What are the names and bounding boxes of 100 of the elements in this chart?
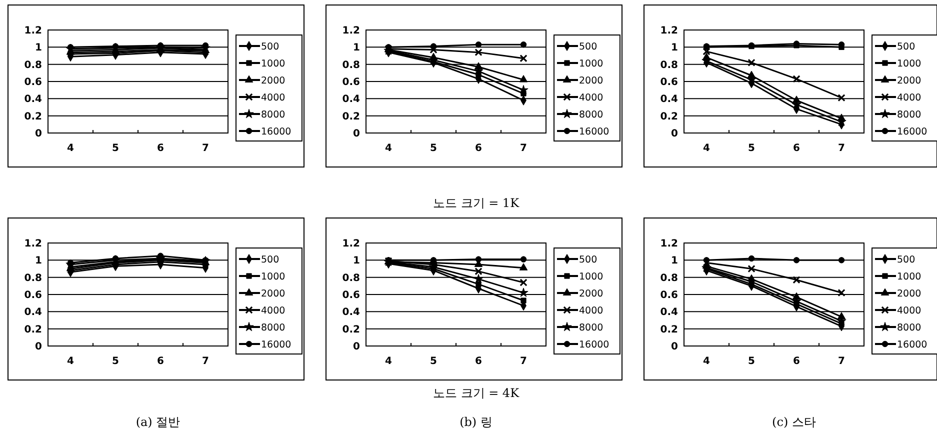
- text: 노드 크기 = 4K: [432, 386, 520, 400]
- x-tick-label: 4: [385, 356, 392, 367]
- legend-label: 16000: [261, 339, 292, 350]
- y-tick-label: 0.2: [24, 111, 42, 122]
- y-tick-label: 0.8: [24, 60, 42, 71]
- y-tick-label: 0: [353, 342, 360, 352]
- legend-label: 4000: [579, 305, 604, 316]
- legend-label: 500: [897, 41, 916, 52]
- legend-label: 4000: [579, 92, 604, 104]
- legend-label: 16000: [897, 126, 928, 138]
- x-tick-label: 4: [703, 356, 710, 367]
- x-tick-label: 7: [838, 143, 846, 154]
- y-tick-label: 1.2: [342, 238, 360, 250]
- y-tick-label: 0.6: [660, 290, 678, 301]
- x-tick-label: 5: [748, 356, 756, 367]
- x-tick-label: 6: [475, 143, 482, 154]
- legend-label: 8000: [261, 109, 286, 120]
- legend-label: 1000: [261, 271, 286, 282]
- legend-label: 1000: [579, 271, 604, 282]
- legend-label: 1000: [897, 271, 922, 282]
- y-tick-label: 0.4: [342, 307, 360, 318]
- y-tick-label: 1.2: [342, 26, 360, 36]
- y-tick-label: 0: [671, 128, 678, 140]
- text: (c) 스타: [772, 415, 816, 429]
- legend-label: 2000: [579, 288, 604, 300]
- x-tick-label: 5: [430, 143, 438, 154]
- x-tick-label: 7: [202, 356, 210, 367]
- legend-label: 500: [261, 254, 280, 266]
- x-tick-label: 6: [157, 356, 164, 367]
- legend-label: 8000: [579, 322, 604, 334]
- legend-label: 1000: [897, 58, 922, 70]
- y-tick-label: 0.6: [342, 77, 360, 88]
- y-tick-label: 0.4: [660, 94, 678, 106]
- y-tick-label: 0.6: [24, 77, 42, 88]
- x-tick-label: 7: [520, 356, 528, 367]
- legend-label: 500: [261, 41, 280, 52]
- y-tick-label: 1: [35, 256, 42, 267]
- legend-label: 8000: [897, 109, 922, 120]
- y-tick-label: 0.6: [660, 77, 678, 88]
- text: (a) 절반: [136, 415, 180, 429]
- legend-label: 4000: [897, 305, 922, 316]
- y-tick-label: 0: [35, 342, 42, 352]
- y-tick-label: 0.2: [660, 111, 678, 122]
- legend-label: 1000: [261, 58, 286, 70]
- legend-label: 1000: [579, 58, 604, 70]
- x-tick-label: 5: [748, 143, 756, 154]
- legend-label: 4000: [261, 92, 286, 104]
- legend-label: 2000: [261, 288, 286, 300]
- legend-label: 2000: [261, 75, 286, 86]
- legend-label: 4000: [261, 305, 286, 316]
- y-tick-label: 0.8: [660, 60, 678, 71]
- y-tick-label: 0.2: [660, 324, 678, 336]
- y-tick-label: 1: [35, 42, 42, 54]
- y-tick-label: 0: [671, 342, 678, 352]
- legend-label: 8000: [579, 109, 604, 120]
- y-tick-label: 0.2: [342, 111, 360, 122]
- x-tick-label: 4: [67, 143, 74, 154]
- y-tick-label: 1.2: [24, 238, 42, 250]
- legend-label: 16000: [579, 339, 610, 350]
- legend-label: 500: [579, 41, 598, 52]
- x-tick-label: 7: [202, 143, 210, 154]
- y-tick-label: 0.8: [342, 60, 360, 71]
- y-tick-label: 1: [353, 42, 360, 54]
- x-tick-label: 4: [67, 356, 74, 367]
- legend-label: 500: [579, 254, 598, 266]
- y-tick-label: 0.4: [24, 307, 42, 318]
- y-tick-label: 0.6: [24, 290, 42, 301]
- y-tick-label: 0.2: [342, 324, 360, 336]
- x-tick-label: 5: [112, 143, 120, 154]
- y-tick-label: 1.2: [660, 238, 678, 250]
- x-tick-label: 6: [793, 143, 800, 154]
- legend-label: 2000: [579, 75, 604, 86]
- legend-label: 8000: [897, 322, 922, 334]
- y-tick-label: 0.2: [24, 324, 42, 336]
- x-tick-label: 4: [385, 143, 392, 154]
- x-tick-label: 7: [520, 143, 528, 154]
- y-tick-label: 1: [353, 256, 360, 267]
- legend-label: 16000: [579, 126, 610, 138]
- y-tick-label: 0.4: [342, 94, 360, 106]
- y-tick-label: 1: [671, 256, 678, 267]
- y-tick-label: 0: [35, 128, 42, 140]
- y-tick-label: 0.8: [660, 272, 678, 284]
- legend-label: 16000: [897, 339, 928, 350]
- legend-label: 8000: [261, 322, 286, 334]
- y-tick-label: 0.4: [660, 307, 678, 318]
- y-tick-label: 1: [671, 42, 678, 54]
- y-tick-label: 0.8: [24, 272, 42, 284]
- y-tick-label: 0: [353, 128, 360, 140]
- y-tick-label: 1.2: [660, 26, 678, 36]
- x-tick-label: 5: [112, 356, 120, 367]
- y-tick-label: 0.8: [342, 272, 360, 284]
- legend-label: 2000: [897, 75, 922, 86]
- x-tick-label: 4: [703, 143, 710, 154]
- x-tick-label: 5: [430, 356, 438, 367]
- y-tick-label: 1.2: [24, 26, 42, 36]
- y-tick-label: 0.6: [342, 290, 360, 301]
- text: (b) 링: [460, 415, 492, 429]
- legend-label: 500: [897, 254, 916, 266]
- text: 노드 크기 = 1K: [432, 196, 520, 210]
- legend-label: 4000: [897, 92, 922, 104]
